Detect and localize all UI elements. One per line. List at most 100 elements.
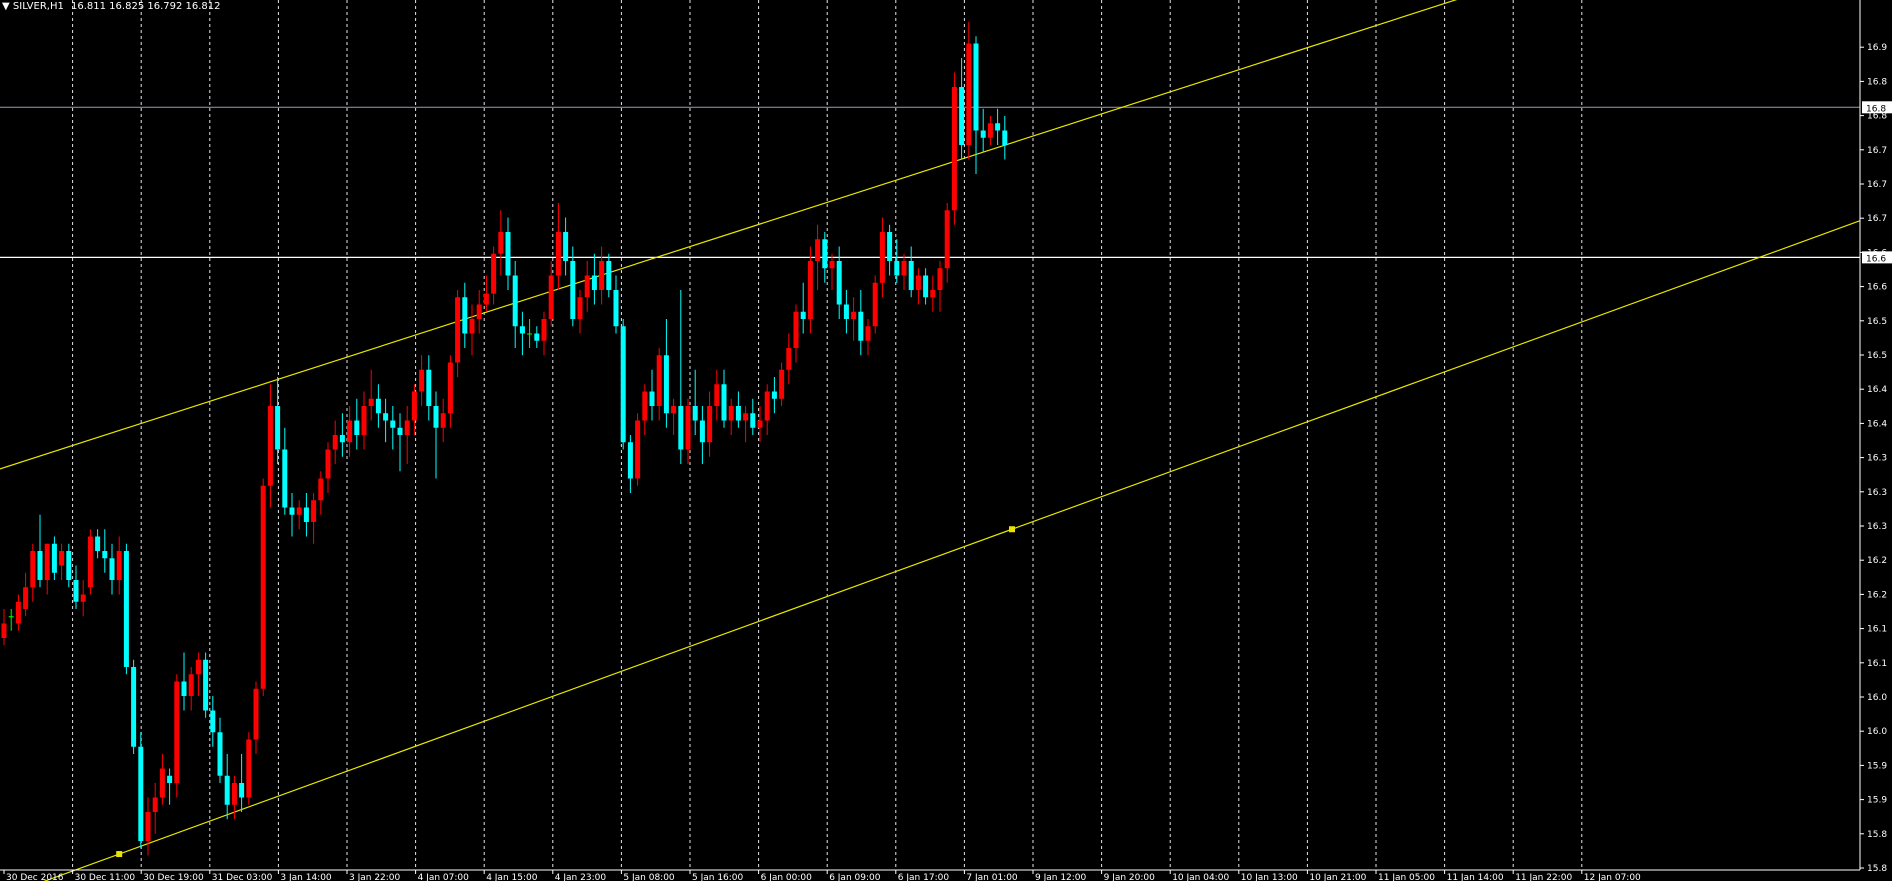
- candle: [73, 565, 79, 609]
- candle: [959, 58, 965, 160]
- level-label: 16.6: [1866, 254, 1886, 264]
- candle-body: [764, 391, 770, 421]
- candle: [728, 398, 734, 435]
- candle-body: [894, 261, 900, 276]
- candle-body: [167, 775, 173, 783]
- candle-body: [15, 601, 21, 624]
- candle: [433, 391, 439, 479]
- candle: [930, 275, 936, 312]
- candle-body: [159, 768, 165, 798]
- candle-body: [332, 435, 338, 450]
- candle: [649, 369, 655, 421]
- candle-body: [174, 681, 180, 783]
- candle-body: [735, 406, 741, 421]
- candle-body: [541, 319, 547, 341]
- candle-body: [721, 384, 727, 421]
- candle-body: [505, 232, 511, 276]
- candle-body: [73, 580, 79, 602]
- time-tick-label: 6 Jan 17:00: [898, 873, 950, 881]
- candle-body: [663, 355, 669, 414]
- candle: [685, 398, 691, 464]
- candle: [980, 108, 986, 153]
- dropdown-triangle-icon[interactable]: ▼: [2, 1, 10, 12]
- candle: [411, 384, 417, 435]
- candle: [188, 667, 194, 711]
- candle: [361, 391, 367, 450]
- candle-body: [966, 43, 972, 145]
- candle-body: [260, 485, 266, 689]
- candle: [771, 377, 777, 414]
- candle: [404, 406, 410, 464]
- candle: [231, 775, 237, 820]
- price-tick-label: 16.1: [1867, 625, 1887, 635]
- candle: [714, 369, 720, 421]
- price-tick-label: 16.4: [1867, 385, 1887, 395]
- price-tick-label: 15.9: [1867, 796, 1887, 806]
- candle-body: [253, 688, 259, 740]
- candle-body: [296, 507, 302, 515]
- candle: [152, 783, 158, 834]
- candle: [584, 261, 590, 312]
- candle-body: [397, 427, 403, 435]
- candle: [447, 355, 453, 428]
- candle: [419, 355, 425, 406]
- candle-body: [779, 369, 785, 399]
- candle: [635, 413, 641, 486]
- candle: [282, 427, 288, 515]
- candle: [109, 543, 115, 595]
- candle-body: [311, 500, 317, 522]
- price-tick-label: 16.2: [1867, 590, 1887, 600]
- candle: [829, 253, 835, 290]
- ohlc-values: 16.811 16.825 16.792 16.812: [71, 1, 221, 12]
- candle: [15, 594, 21, 631]
- candle: [779, 362, 785, 406]
- candle: [159, 754, 165, 805]
- candle: [577, 290, 583, 334]
- candle: [836, 246, 842, 319]
- candle: [534, 326, 540, 348]
- candle: [462, 282, 468, 348]
- candle-body: [390, 420, 396, 428]
- candle-body: [483, 293, 489, 305]
- candle: [332, 420, 338, 464]
- candle-body: [606, 261, 612, 290]
- price-tick-label: 16.8: [1867, 77, 1887, 87]
- candle: [217, 717, 223, 783]
- candle: [692, 369, 698, 435]
- candle-body: [714, 384, 720, 406]
- candle-body: [210, 710, 216, 733]
- candle: [555, 203, 561, 290]
- candle: [800, 282, 806, 334]
- candle: [563, 217, 569, 276]
- candle-body: [131, 667, 137, 747]
- candle: [786, 333, 792, 385]
- candle: [239, 754, 245, 812]
- candle: [894, 239, 900, 283]
- candle: [267, 384, 273, 508]
- candle: [325, 442, 331, 493]
- time-tick-label: 11 Jan 05:00: [1378, 873, 1435, 881]
- candle: [181, 652, 187, 711]
- horizontal-lines[interactable]: [0, 106, 1860, 258]
- candle: [599, 246, 605, 305]
- candle-body: [188, 674, 194, 696]
- candle: [707, 391, 713, 457]
- candle: [390, 406, 396, 450]
- candle: [368, 369, 374, 421]
- candle-body: [455, 297, 461, 363]
- candle-body: [267, 406, 273, 486]
- candle-body: [231, 783, 237, 805]
- time-axis: 30 Dec 2016 30 Dec 11:00 30 Dec 19:00 31 De…: [0, 869, 1860, 881]
- candle: [246, 732, 252, 805]
- candle-body: [419, 369, 425, 392]
- price-tick-label: 16.0: [1867, 727, 1887, 737]
- price-tick-label: 16.9: [1867, 43, 1887, 53]
- candle-body: [1, 623, 7, 638]
- candle-body: [879, 232, 885, 283]
- candle: [195, 652, 201, 696]
- candle: [275, 377, 281, 464]
- candle: [973, 36, 979, 174]
